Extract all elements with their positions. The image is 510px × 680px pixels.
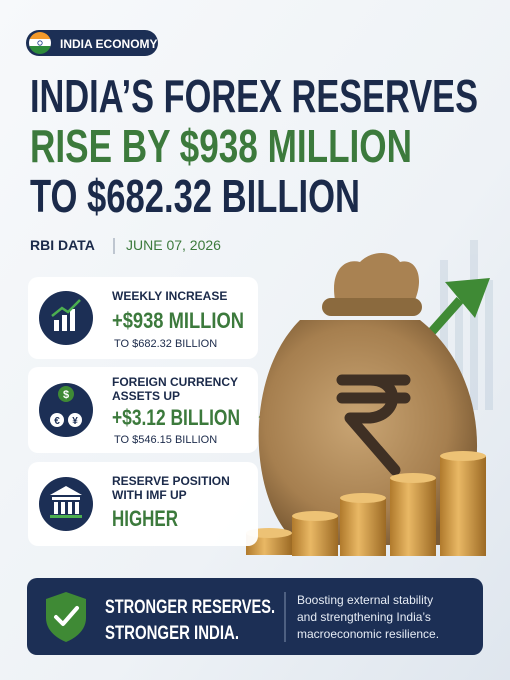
badge [26, 30, 158, 56]
coin-icon [50, 413, 64, 427]
coin-stacks [246, 451, 486, 556]
coin-icon [68, 413, 82, 427]
card-value: +$938 MILLION [112, 308, 244, 333]
card-detail: TO $546.15 BILLION [114, 434, 217, 446]
bag-top [334, 253, 420, 300]
card [28, 277, 258, 359]
footer-banner [27, 578, 483, 655]
check-icon [54, 606, 79, 626]
card-label: WITH IMF UP [112, 488, 187, 502]
headline-line: TO $682.32 BILLION [30, 170, 360, 222]
footer-message: macroeconomic resilience. [297, 627, 439, 641]
card [28, 367, 258, 453]
headline-line: INDIA’S FOREX RESERVES [30, 70, 478, 122]
icon-symbol: € [54, 416, 60, 427]
footer-message: Boosting external stability [297, 593, 433, 607]
coin-icon [58, 386, 74, 402]
icon-symbol: $ [63, 389, 69, 401]
card-icon [39, 477, 93, 531]
card [28, 462, 258, 546]
card-value: HIGHER [112, 506, 178, 531]
headline-line: RISE BY $938 MILLION [30, 120, 412, 172]
source-date: JUNE 07, 2026 [126, 237, 221, 253]
slogan: STRONGER INDIA. [105, 623, 239, 644]
arrow-icon [51, 299, 81, 317]
card-value: +$3.12 BILLION [112, 405, 240, 430]
bank-icon [50, 486, 82, 518]
icon-symbol: ¥ [72, 416, 78, 427]
rupee-symbol [336, 374, 411, 476]
card-label: RESERVE POSITION [112, 474, 230, 488]
badge-text: INDIA ECONOMY [60, 37, 158, 51]
card-label: ASSETS UP [112, 389, 180, 403]
bag-tie [322, 298, 422, 316]
card-detail: TO $682.32 BILLION [114, 338, 217, 350]
illustration [246, 253, 490, 556]
shield-icon [46, 592, 86, 642]
background-bars [440, 240, 493, 410]
arrow-head [445, 278, 490, 318]
source-label: RBI DATA [30, 237, 95, 253]
slogan: STRONGER RESERVES. [105, 597, 275, 618]
footer-message: and strengthening India’s [297, 610, 431, 624]
bar-icon [54, 309, 75, 331]
card-label: WEEKLY INCREASE [112, 289, 227, 303]
flag-icon [29, 32, 51, 54]
card-label: FOREIGN CURRENCY [112, 375, 238, 389]
